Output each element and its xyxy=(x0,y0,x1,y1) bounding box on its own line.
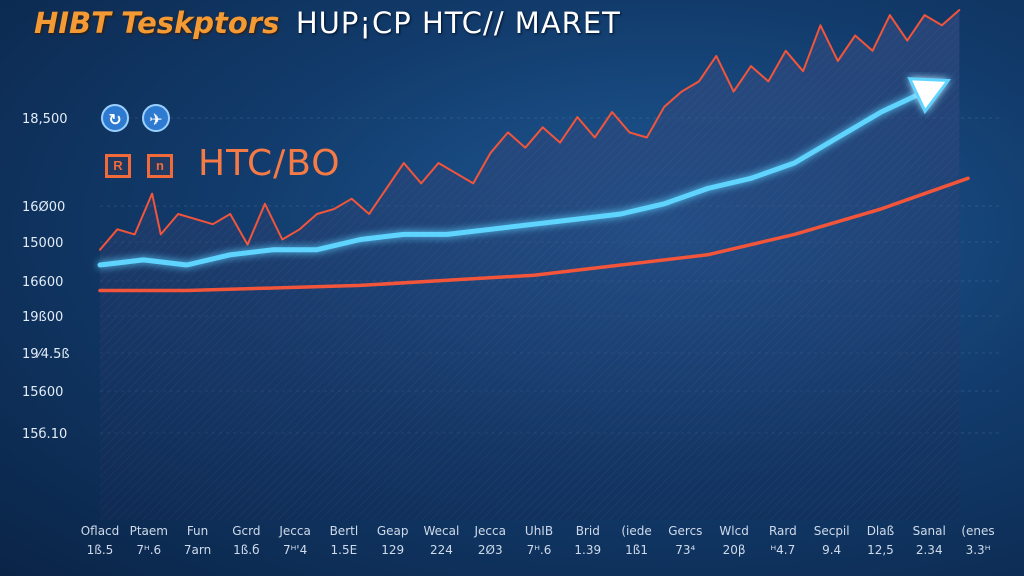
x-tick-label: Dlaß xyxy=(867,524,895,538)
x-tick-label: 2Ø3 xyxy=(478,543,503,557)
y-tick-label: 15000 xyxy=(22,236,63,251)
x-tick-label: 7ᴴ.6 xyxy=(136,543,161,557)
x-tick-label: 1ß1 xyxy=(625,543,648,557)
y-tick-label: 16Ø00 xyxy=(22,200,65,215)
y-tick-label: 19⁄4.5ß xyxy=(22,347,70,362)
x-tick-label: ᴴ4.7 xyxy=(770,543,795,557)
y-tick-label: 19ß00 xyxy=(22,310,63,325)
y-tick-label: 15600 xyxy=(22,385,63,400)
x-tick-label: 7ᴴ'4 xyxy=(283,543,307,557)
x-tick-label: Sanal xyxy=(913,524,946,538)
x-axis: Oflacd 1ß.5 Ptaem 7ᴴ.6 Fun 7arn Gcrd 1ß.б Jecca 7… xyxy=(81,524,995,557)
area-hatch xyxy=(100,10,960,520)
x-tick-label: 7ᴴ.6 xyxy=(527,543,552,557)
x-tick-label: (enes xyxy=(961,524,994,538)
exchange-logo-icon: ↻ xyxy=(101,104,129,132)
x-tick-label: 1.5Е xyxy=(331,543,358,557)
series-glow-line xyxy=(97,89,928,268)
x-tick-label: 224 xyxy=(430,543,453,557)
x-tick-label: 1ß.б xyxy=(233,543,259,557)
x-tick-label: Brid xyxy=(576,524,600,538)
y-axis: 18,500 16Ø00 15000 16600 19ß00 19⁄4.5ß 15600 15… xyxy=(22,112,70,442)
x-tick-label: Bertl xyxy=(330,524,359,538)
series-lower-line xyxy=(98,176,970,293)
x-tick-label: Gercs xyxy=(668,524,702,538)
y-tick-label: 18,500 xyxy=(22,112,68,127)
x-tick-label: (iede xyxy=(621,524,651,538)
x-tick-label: 1ß.5 xyxy=(87,543,114,557)
x-tick-label: Wlcd xyxy=(719,524,748,538)
x-tick-label: Wecal xyxy=(424,524,460,538)
x-tick-label: 12,5 xyxy=(867,543,894,557)
x-tick-label: Jecca xyxy=(473,524,505,538)
badge-n: n xyxy=(147,154,173,178)
x-tick-label: Fun xyxy=(187,524,208,538)
title-market: HUP¡CP HTC// MARET xyxy=(295,6,621,40)
x-tick-label: Jecca xyxy=(278,524,310,538)
x-tick-label: Gcrd xyxy=(232,524,260,538)
x-tick-label: 73⁴ xyxy=(675,543,695,557)
pair-label: HTC/BO xyxy=(198,143,341,184)
chat-logo-icon: ✈ xyxy=(142,104,170,132)
x-tick-label: 7arn xyxy=(184,543,211,557)
x-tick-label: 129 xyxy=(381,543,404,557)
y-tick-label: 15б.10 xyxy=(22,427,67,442)
x-tick-label: 3.3ᴴ xyxy=(966,543,991,557)
trend-arrow-icon xyxy=(907,77,952,115)
x-tick-label: 20β xyxy=(723,543,746,557)
badge-r: R xyxy=(105,154,131,178)
area-fill xyxy=(100,10,960,520)
y-tick-label: 16600 xyxy=(22,275,63,290)
x-tick-label: Secpil xyxy=(814,524,850,538)
chart-title: HIBT Teskptors HUP¡CP HTC// MARET xyxy=(34,6,621,40)
x-tick-label: Geap xyxy=(377,524,409,538)
x-tick-label: 9.4 xyxy=(822,543,841,557)
x-tick-label: Oflacd xyxy=(81,524,120,538)
x-tick-label: UhIB xyxy=(525,524,553,538)
x-tick-label: 2.34 xyxy=(916,543,943,557)
series-volatile-line xyxy=(99,9,961,251)
x-tick-label: Ptaem xyxy=(130,524,168,538)
title-brand: HIBT Teskptors xyxy=(34,6,280,40)
x-tick-label: 1.39 xyxy=(574,543,601,557)
x-tick-label: Rard xyxy=(769,524,797,538)
series-group xyxy=(97,9,970,293)
